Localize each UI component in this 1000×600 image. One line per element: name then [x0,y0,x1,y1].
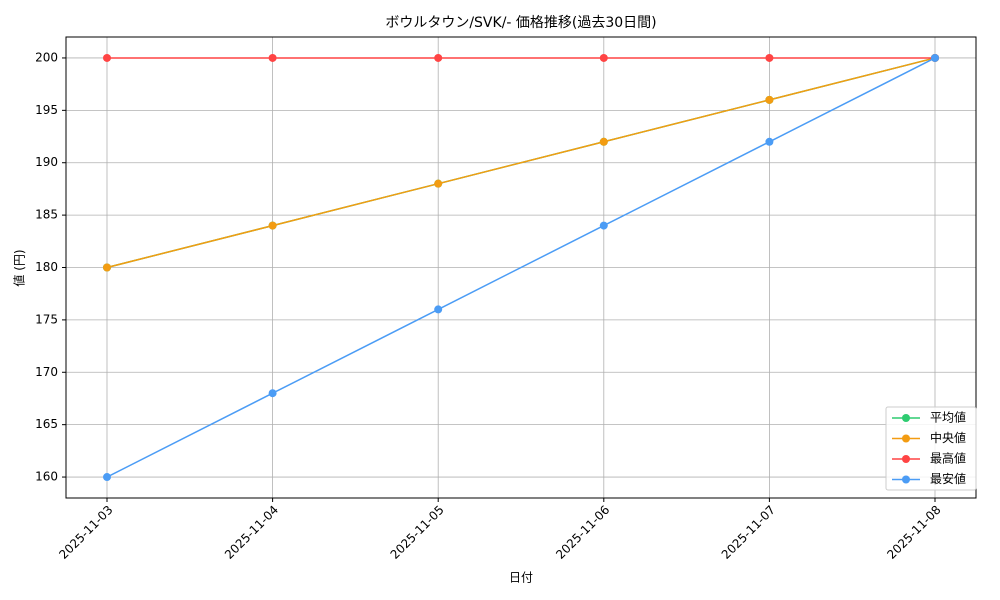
y-tick-label: 175 [35,312,58,326]
data-point [434,179,443,188]
x-tick-label: 2025-11-07 [719,503,778,562]
legend-label: 最高値 [930,451,966,466]
data-point [765,95,774,104]
y-tick-label: 170 [35,365,58,379]
x-tick-label: 2025-11-04 [222,503,281,562]
legend-marker [902,475,910,484]
y-tick-label: 165 [35,417,58,431]
y-tick-label: 180 [35,260,58,274]
x-tick-label: 2025-11-06 [553,503,612,562]
x-tick-label: 2025-11-03 [56,503,115,562]
y-tick-label: 195 [35,103,58,117]
data-point [268,53,277,62]
series-line [106,57,936,478]
data-point [765,53,774,62]
series-line [106,57,936,269]
data-point [268,221,277,230]
data-point [599,53,608,62]
data-point [599,221,608,230]
legend-label: 中央値 [930,430,966,445]
y-tick-label: 200 [35,50,58,64]
y-tick-label: 185 [35,208,58,222]
x-axis-label: 日付 [509,571,533,585]
data-point [599,137,608,146]
plot-frame [65,36,977,499]
data-point [434,53,443,62]
legend-frame [885,406,977,491]
legend-marker [902,434,910,443]
x-tick-label: 2025-11-08 [884,503,943,562]
data-point [765,137,774,146]
legend-label: 平均値 [930,410,966,425]
y-axis-label: 値 (円) [12,249,27,286]
data-point [268,389,277,398]
legend-marker [902,455,910,463]
data-point [434,305,443,314]
data-point [103,263,111,272]
legend-marker [902,414,910,422]
data-point [103,53,111,62]
chart-title: ボウルタウン/SVK/- 価格推移(過去30日間) [385,15,656,31]
y-tick-label: 190 [35,155,58,169]
data-point [103,473,111,482]
legend-label: 最安値 [930,471,966,486]
x-tick-label: 2025-11-05 [388,503,447,562]
data-point [931,53,939,62]
y-tick-label: 160 [35,470,58,484]
